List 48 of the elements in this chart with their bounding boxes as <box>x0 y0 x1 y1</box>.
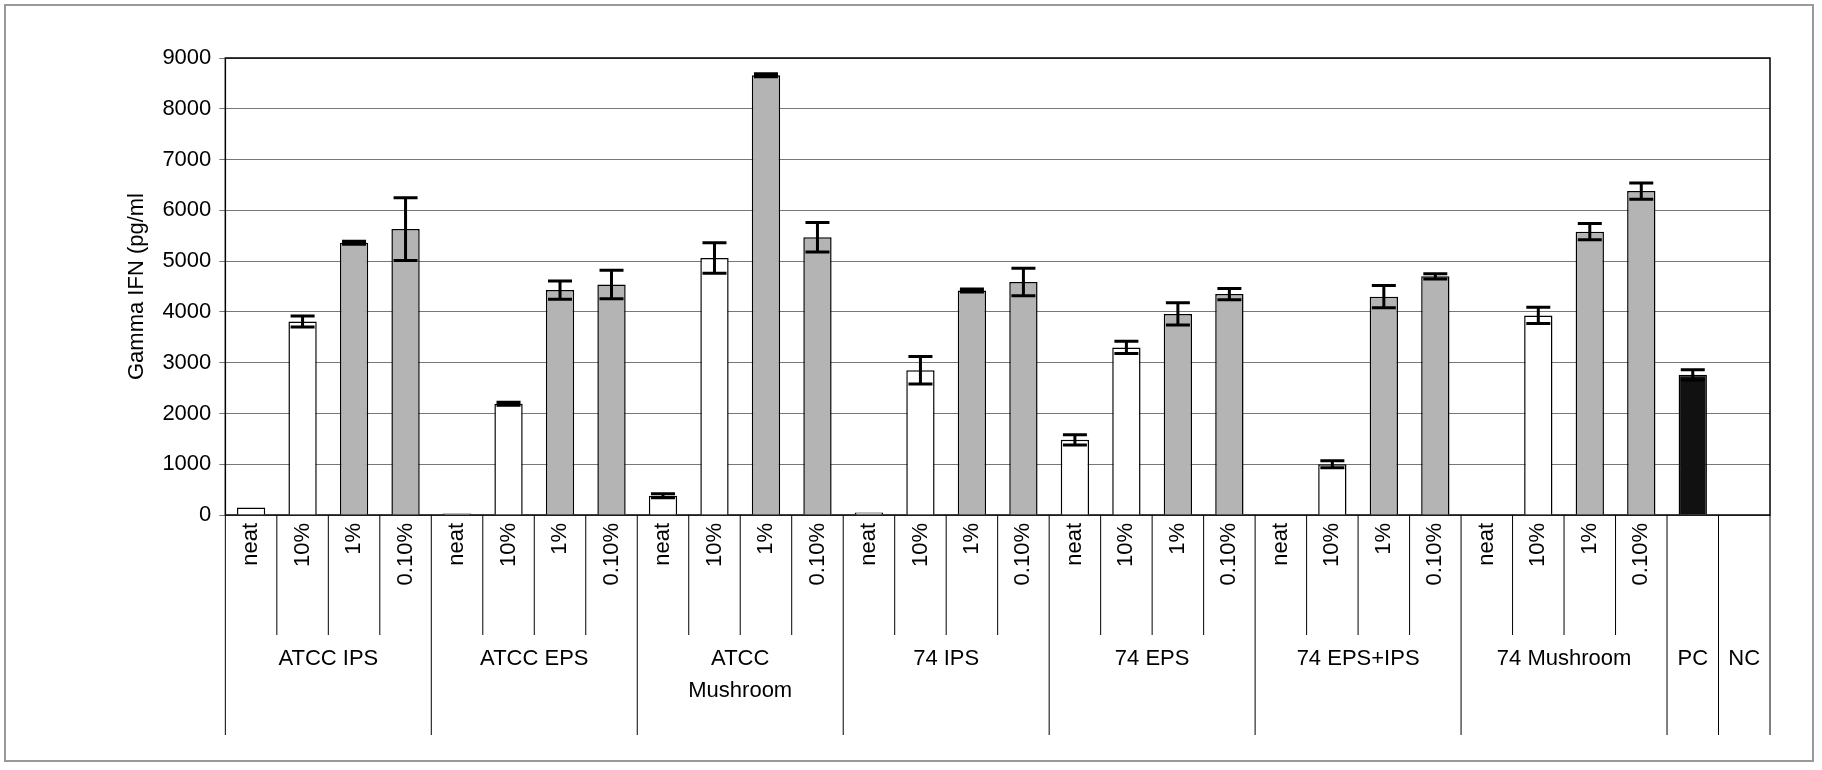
y-tick-label: 7000 <box>162 145 212 171</box>
x-tick-label: 1% <box>957 523 983 555</box>
y-tick-label: 3000 <box>162 348 212 374</box>
x-tick-label: 0.10% <box>391 523 417 586</box>
text: 74 IPS <box>913 645 980 671</box>
x-tick-label: 1% <box>1369 523 1395 555</box>
x-tick-label: 0.10% <box>1215 523 1241 586</box>
text: 74 Mushroom <box>1496 645 1632 671</box>
x-tick-label: 1% <box>546 523 572 555</box>
y-tick-label: 2000 <box>162 399 212 425</box>
x-tick-label: 10% <box>288 523 314 568</box>
y-tick-label: 6000 <box>162 196 212 222</box>
x-tick-label: 10% <box>700 523 726 568</box>
x-tick-label: neat <box>649 523 675 566</box>
x-tick-label: neat <box>237 523 263 566</box>
x-tick-label: neat <box>1266 523 1292 566</box>
x-tick-label: 10% <box>1524 523 1550 568</box>
y-tick-label: 9000 <box>162 44 212 70</box>
text: ATCC Mushroom <box>688 645 793 703</box>
text: ATCC IPS <box>278 645 379 671</box>
x-tick-label: neat <box>1060 523 1086 566</box>
x-tick-label: 0.10% <box>803 523 829 586</box>
y-tick-label: 4000 <box>162 297 212 323</box>
x-tick-label: neat <box>443 523 469 566</box>
text: NC <box>1728 645 1761 671</box>
x-tick-label: 1% <box>340 523 366 555</box>
y-axis-title: Gamma IFN (pg/ml <box>123 192 149 381</box>
y-tick-label: 1000 <box>162 450 212 476</box>
y-tick-label: 5000 <box>162 247 212 273</box>
y-tick-label: 8000 <box>162 94 212 120</box>
x-tick-label: 1% <box>752 523 778 555</box>
y-tick-label: 0 <box>199 501 212 527</box>
x-tick-label: 10% <box>906 523 932 568</box>
x-tick-label: neat <box>1472 523 1498 566</box>
text: PC <box>1677 645 1709 671</box>
x-tick-label: 0.10% <box>1627 523 1653 586</box>
x-tick-label: 0.10% <box>1009 523 1035 586</box>
x-tick-label: 10% <box>494 523 520 568</box>
text: ATCC EPS <box>480 645 589 671</box>
x-tick-label: 1% <box>1575 523 1601 555</box>
x-tick-label: 0.10% <box>1421 523 1447 586</box>
text: 74 EPS+IPS <box>1296 645 1420 671</box>
x-tick-label: 10% <box>1318 523 1344 568</box>
text: 74 EPS <box>1114 645 1190 671</box>
x-tick-label: neat <box>855 523 881 566</box>
x-tick-label: 10% <box>1112 523 1138 568</box>
x-tick-label: 1% <box>1163 523 1189 555</box>
x-tick-label: 0.10% <box>597 523 623 586</box>
